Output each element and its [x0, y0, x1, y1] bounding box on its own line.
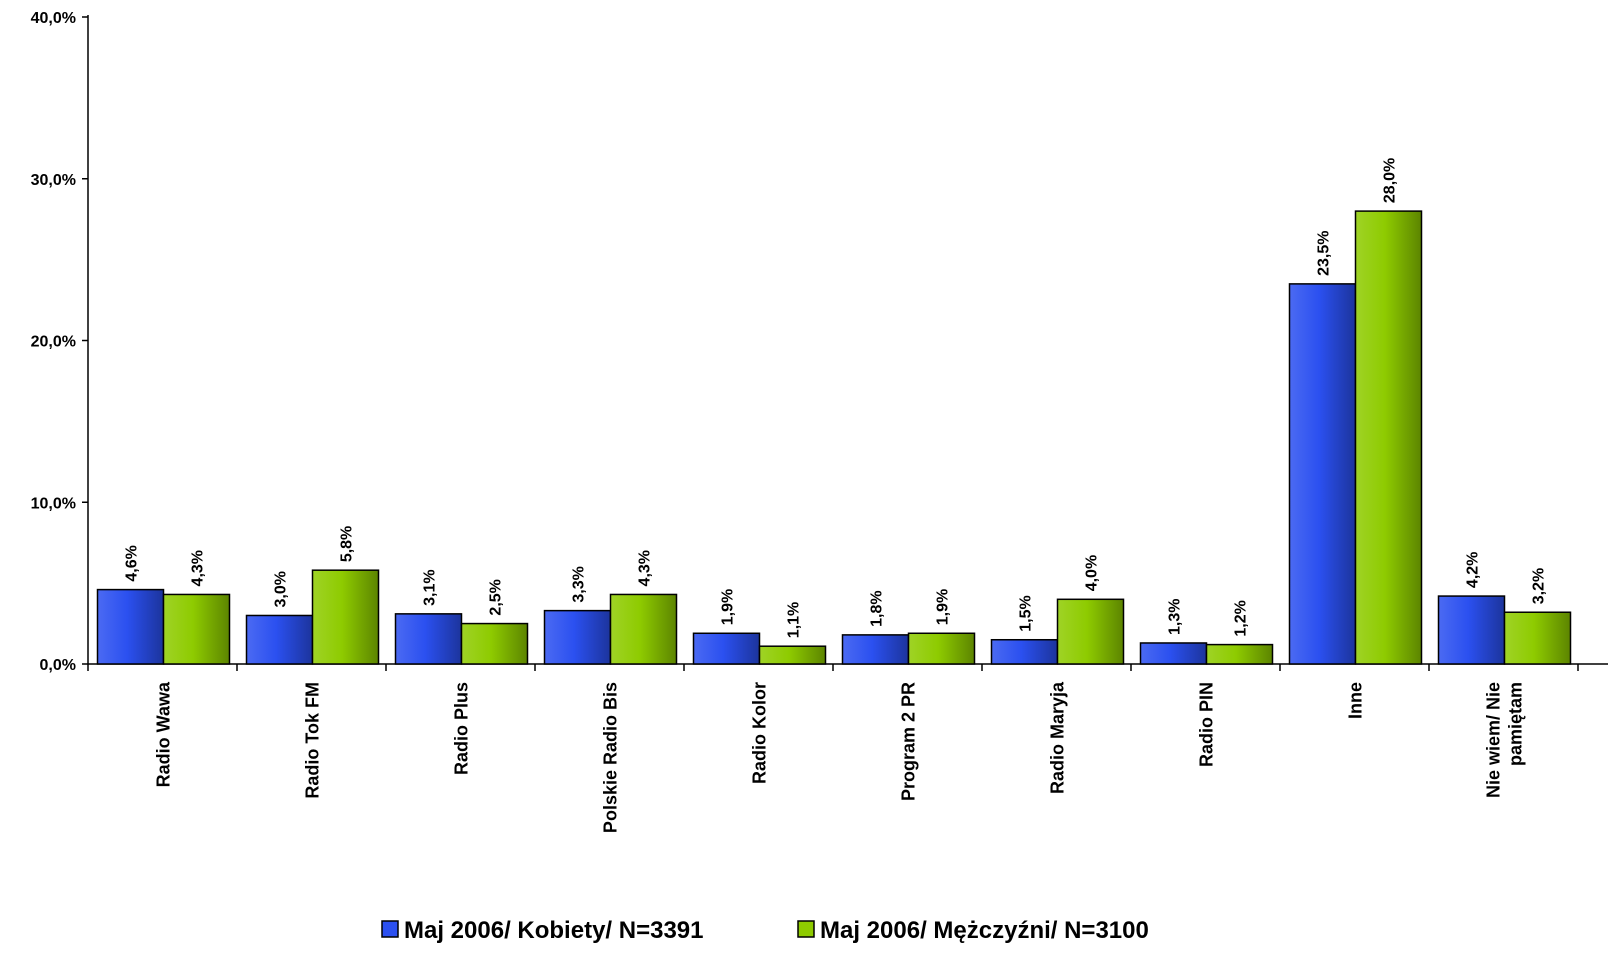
- legend-swatch: [381, 920, 399, 938]
- bar-mezczyzni: [1354, 210, 1423, 665]
- bar-kobiety: [1288, 283, 1357, 665]
- category-label: pamiętam: [1506, 682, 1526, 766]
- data-label: 3,0%: [273, 571, 290, 607]
- bar-kobiety: [692, 632, 761, 665]
- category-label: Radio Plus: [452, 682, 472, 775]
- legend: Maj 2006/ Kobiety/ N=3391 Maj 2006/ Mężcz…: [381, 917, 1149, 944]
- bar-kobiety: [990, 638, 1059, 665]
- category-label: Radio Wawa: [154, 681, 174, 787]
- x-axis: Radio Wawa Radio Tok FM Radio Plus Polskie …: [87, 663, 1608, 833]
- data-label: 1,8%: [869, 590, 886, 626]
- category-label: Nie wiem/ Nie: [1484, 682, 1504, 798]
- data-label: 1,1%: [786, 602, 803, 638]
- bar-mezczyzni: [311, 569, 380, 665]
- data-label: 4,6%: [124, 545, 141, 581]
- bars: [96, 210, 1572, 665]
- bar-kobiety: [1437, 595, 1506, 665]
- data-label: 1,2%: [1233, 600, 1250, 636]
- data-label: 3,2%: [1531, 568, 1548, 604]
- data-label: 4,3%: [190, 550, 207, 586]
- data-label: 1,5%: [1018, 595, 1035, 631]
- y-tick-label: 0,0%: [40, 657, 76, 674]
- y-tick-label: 10,0%: [31, 495, 76, 512]
- legend-swatch: [797, 920, 815, 938]
- category-label: Radio Tok FM: [303, 682, 323, 799]
- bar-mezczyzni: [162, 593, 231, 665]
- bar-kobiety: [96, 588, 165, 665]
- legend-label: Maj 2006/ Mężczyźni/ N=3100: [820, 917, 1149, 944]
- data-label: 28,0%: [1382, 158, 1399, 203]
- category-label: Program 2 PR: [899, 682, 919, 801]
- data-label: 5,8%: [339, 526, 356, 562]
- legend-label: Maj 2006/ Kobiety/ N=3391: [404, 917, 703, 944]
- data-label: 1,9%: [935, 589, 952, 625]
- data-label: 4,3%: [637, 550, 654, 586]
- category-label: Radio PIN: [1197, 682, 1217, 767]
- category-label: Polskie Radio Bis: [601, 682, 621, 833]
- bar-kobiety: [1139, 642, 1208, 665]
- category-label: Radio Maryja: [1048, 681, 1068, 794]
- data-labels: 4,6% 4,3% 3,0% 5,8% 3,1% 2,5% 3,3% 4,3% 1,9% 1,1%…: [124, 158, 1548, 638]
- data-label: 2,5%: [488, 579, 505, 615]
- bar-mezczyzni: [1503, 611, 1572, 665]
- bar-mezczyzni: [1205, 643, 1274, 665]
- bar-mezczyzni: [907, 632, 976, 665]
- bar-kobiety: [543, 609, 612, 665]
- data-label: 3,1%: [422, 569, 439, 605]
- bar-mezczyzni: [609, 593, 678, 665]
- data-label: 3,3%: [571, 566, 588, 602]
- bar-mezczyzni: [460, 622, 529, 665]
- category-label: Radio Kolor: [750, 682, 770, 784]
- bar-mezczyzni: [1056, 598, 1125, 665]
- data-label: 4,2%: [1465, 552, 1482, 588]
- bar-kobiety: [841, 634, 910, 665]
- bar-kobiety: [394, 613, 463, 665]
- y-tick-label: 20,0%: [31, 334, 76, 351]
- data-label: 1,3%: [1167, 599, 1184, 635]
- y-tick-label: 30,0%: [31, 172, 76, 189]
- bar-mezczyzni: [758, 645, 827, 665]
- data-label: 1,9%: [720, 589, 737, 625]
- data-label: 4,0%: [1084, 555, 1101, 591]
- y-axis: 0,0% 10,0% 20,0% 30,0% 40,0%: [31, 10, 89, 674]
- y-tick-label: 40,0%: [31, 10, 76, 27]
- data-label: 23,5%: [1316, 231, 1333, 276]
- category-label: Inne: [1346, 682, 1366, 719]
- bar-kobiety: [245, 614, 314, 665]
